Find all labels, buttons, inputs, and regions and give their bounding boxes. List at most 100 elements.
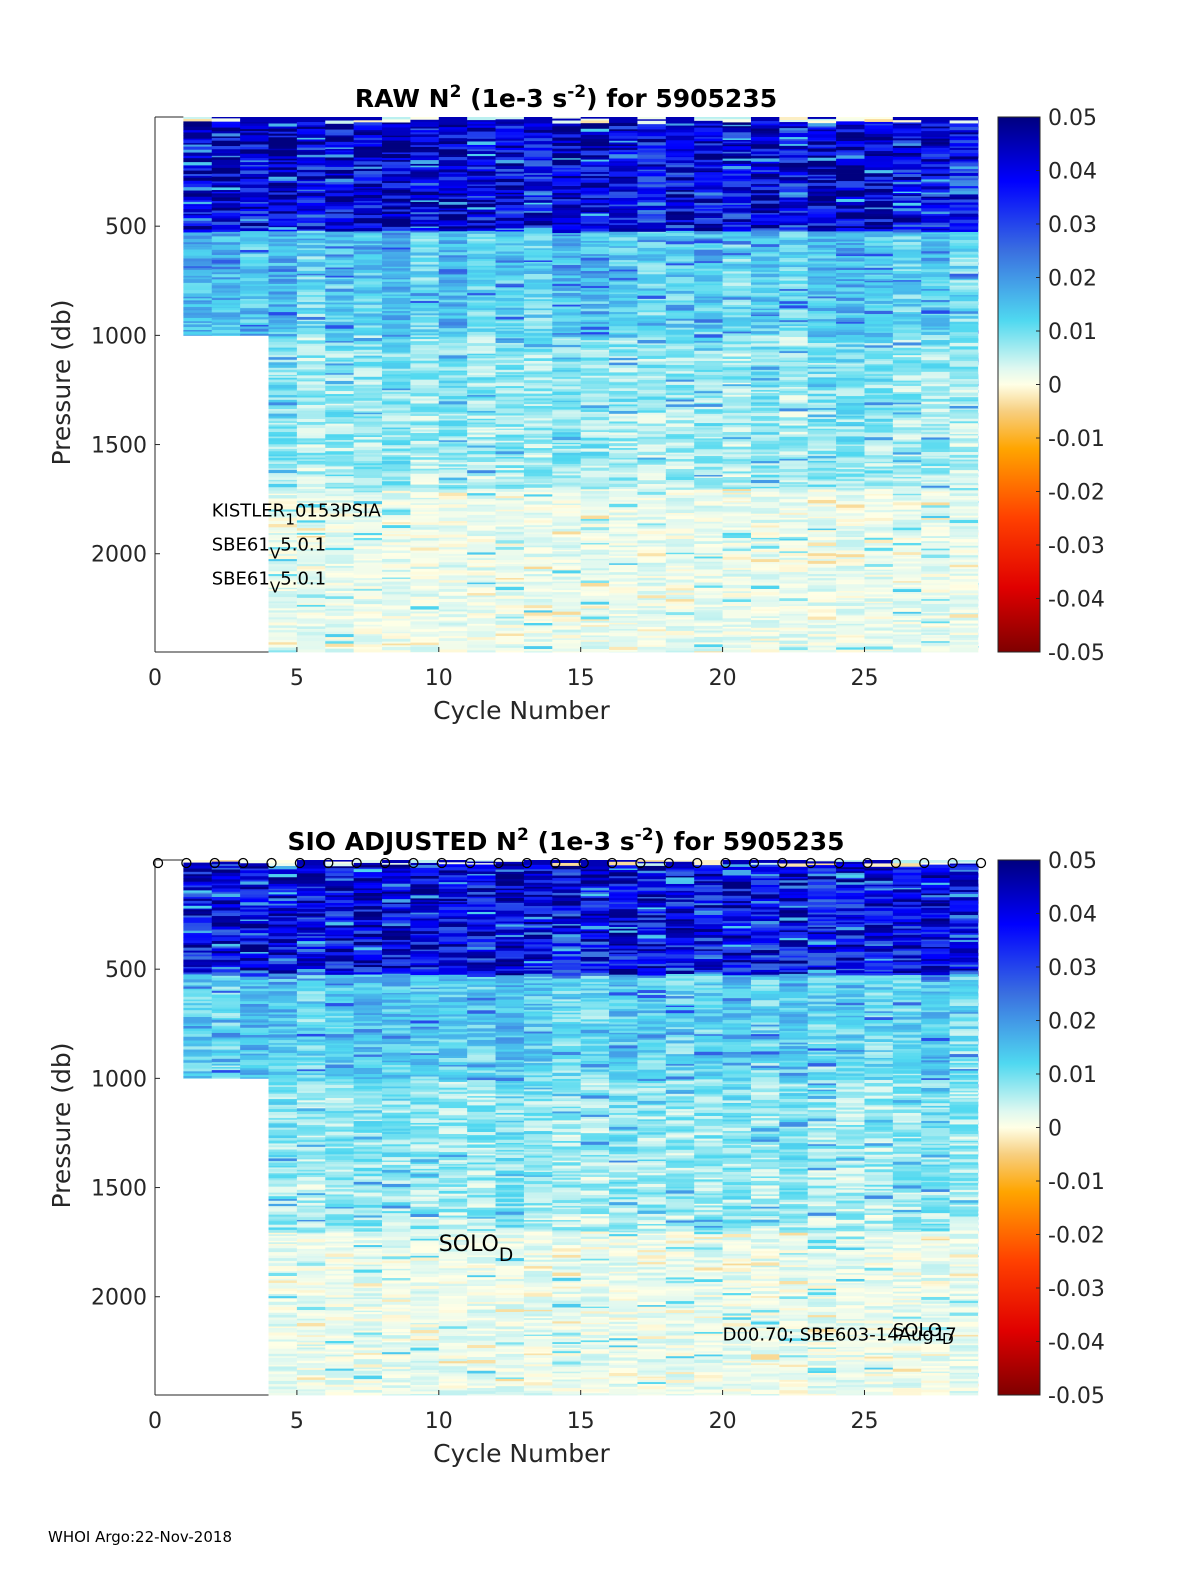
heatmap-cell [665, 434, 695, 436]
heatmap-cell [382, 201, 411, 204]
heatmap-cell [609, 314, 638, 319]
heatmap-cell [410, 241, 440, 245]
heatmap-cell [722, 532, 752, 536]
heatmap-cell [438, 340, 468, 344]
heatmap-cell [268, 382, 298, 386]
heatmap-cell [836, 121, 865, 126]
heatmap-cell [523, 150, 553, 154]
heatmap-cell [438, 358, 468, 362]
heatmap-cell [580, 255, 610, 259]
heatmap-cell [382, 216, 411, 220]
heatmap-cell [410, 599, 440, 604]
heatmap-cell [467, 650, 496, 653]
heatmap-cell [722, 527, 752, 531]
heatmap-cell [467, 184, 496, 187]
heatmap-cell [750, 128, 780, 132]
heatmap-cell [438, 462, 468, 465]
heatmap-cell [694, 291, 723, 295]
heatmap-cell [694, 636, 723, 640]
heatmap-cell [523, 249, 553, 253]
heatmap-cell [467, 572, 496, 576]
heatmap-cell [750, 599, 780, 603]
heatmap-cell [807, 528, 837, 531]
heatmap-cell [552, 411, 582, 415]
heatmap-cell [467, 214, 496, 217]
heatmap-cell [410, 550, 440, 554]
heatmap-cell [523, 293, 553, 297]
heatmap-cell [552, 559, 582, 564]
heatmap-cell [779, 629, 809, 632]
heatmap-cell [523, 557, 553, 560]
heatmap-cell [580, 120, 610, 124]
heatmap-cell [438, 483, 468, 486]
heatmap-cell [836, 412, 865, 415]
heatmap-cell [410, 400, 440, 404]
heatmap-cell [552, 634, 582, 639]
heatmap-cell [864, 197, 894, 200]
heatmap-cell [467, 260, 496, 265]
heatmap-cell [580, 470, 610, 475]
heatmap-cell [807, 231, 837, 235]
heatmap-cell [609, 560, 638, 564]
heatmap-cell [864, 154, 894, 157]
heatmap-cell [325, 206, 355, 210]
heatmap-cell [211, 124, 241, 128]
heatmap-cell [722, 256, 752, 260]
heatmap-cell [467, 457, 496, 459]
heatmap-cell [268, 357, 298, 361]
heatmap-cell [836, 322, 865, 325]
heatmap-cell [580, 509, 610, 514]
heatmap-cell [268, 434, 298, 437]
heatmap-cell [694, 337, 723, 342]
heatmap-cell [296, 310, 326, 313]
heatmap-cell [609, 629, 638, 631]
heatmap-cell [523, 308, 553, 311]
heatmap-cell [722, 372, 752, 375]
heatmap-cell [183, 220, 213, 224]
heatmap-cell [325, 525, 355, 530]
heatmap-cell [665, 463, 695, 467]
heatmap-cell [665, 392, 695, 396]
heatmap-cell [467, 298, 496, 301]
heatmap-cell [495, 194, 525, 197]
heatmap-cell [637, 190, 667, 195]
heatmap-cell [722, 599, 752, 603]
heatmap-cell [722, 573, 752, 578]
heatmap-cell [495, 390, 525, 394]
heatmap-cell [325, 405, 355, 409]
heatmap-cell [750, 545, 780, 550]
heatmap-cell [325, 129, 355, 134]
heatmap-cell [325, 302, 355, 305]
heatmap-cell [410, 636, 440, 640]
heatmap-cell [325, 593, 355, 597]
heatmap-cell [495, 472, 525, 476]
heatmap-cell [268, 395, 298, 398]
heatmap-cell [694, 368, 723, 371]
heatmap-cell [438, 345, 468, 349]
heatmap-cell [495, 646, 525, 649]
heatmap-cell [807, 379, 837, 384]
heatmap-cell [353, 208, 383, 212]
heatmap-cell [580, 368, 610, 371]
heatmap-cell [325, 554, 355, 559]
heatmap-cell [523, 598, 553, 603]
heatmap-cell [467, 258, 496, 262]
heatmap-cell [779, 192, 809, 196]
heatmap-cell [665, 579, 695, 583]
heatmap-cell [836, 431, 865, 435]
heatmap-cell [609, 215, 638, 219]
heatmap-cell [353, 609, 383, 612]
heatmap-cell [836, 277, 865, 280]
heatmap-cell [779, 361, 809, 365]
heatmap-cell [580, 332, 610, 335]
heatmap-cell [609, 198, 638, 202]
heatmap-cell [665, 276, 695, 281]
heatmap-cell [637, 145, 667, 149]
heatmap-cell [410, 257, 440, 260]
heatmap-cell [665, 289, 695, 292]
heatmap-cell [467, 556, 496, 559]
heatmap-cell [467, 621, 496, 625]
heatmap-cell [325, 258, 355, 261]
heatmap-cell [807, 131, 837, 135]
heatmap-cell [552, 265, 582, 269]
